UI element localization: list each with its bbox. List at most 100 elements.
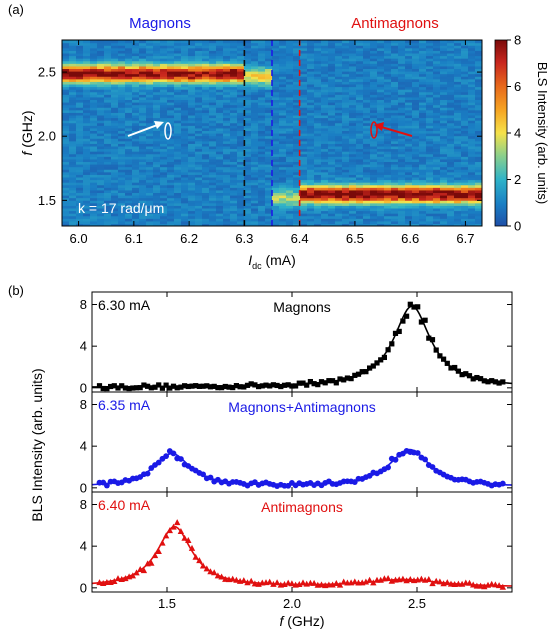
heatmap-cell <box>258 195 266 199</box>
heatmap-cell <box>398 140 406 144</box>
heatmap-cell <box>104 107 112 111</box>
heatmap-cell <box>202 171 210 175</box>
heatmap-cell <box>475 200 482 204</box>
heatmap-cell <box>111 179 119 183</box>
data-point <box>448 365 454 371</box>
heatmap-cell <box>405 135 413 139</box>
heatmap-cell <box>314 73 322 77</box>
heatmap-cell <box>321 192 329 196</box>
heatmap-cell <box>384 169 392 173</box>
heatmap-cell <box>167 166 175 170</box>
heatmap-cell <box>349 60 357 64</box>
heatmap-cell <box>62 135 70 139</box>
heatmap-cell <box>370 223 378 226</box>
heatmap-cell <box>321 143 329 147</box>
heatmap-cell <box>468 197 476 201</box>
heatmap-cell <box>419 205 427 209</box>
heatmap-cell <box>237 192 245 196</box>
heatmap-cell <box>475 145 482 150</box>
heatmap-cell <box>83 202 91 206</box>
heatmap-cell <box>272 187 280 191</box>
heatmap-cell <box>167 179 175 183</box>
heatmap-cell <box>342 218 350 222</box>
heatmap-cell <box>398 125 406 129</box>
heatmap-cell <box>314 65 322 70</box>
heatmap-cell <box>265 76 273 80</box>
heatmap-cell <box>377 99 385 103</box>
heatmap-cell <box>69 50 77 54</box>
heatmap-cell <box>258 158 266 163</box>
heatmap-cell <box>97 148 105 152</box>
heatmap-cell <box>62 138 70 142</box>
heatmap-cell <box>181 65 189 70</box>
heatmap-cell <box>251 197 259 201</box>
heatmap-cell <box>160 161 168 165</box>
heatmap-cell <box>132 125 140 129</box>
heatmap-cell <box>258 143 266 147</box>
data-point <box>214 572 222 579</box>
heatmap-cell <box>118 52 126 57</box>
data-point <box>470 581 477 588</box>
heatmap-cell <box>90 117 98 121</box>
heatmap-cell <box>118 145 126 150</box>
heatmap-cell <box>244 107 252 111</box>
heatmap-cell <box>90 169 98 173</box>
heatmap-cell <box>244 112 252 116</box>
heatmap-cell <box>62 205 70 209</box>
heatmap-cell <box>118 213 126 217</box>
heatmap-cell <box>370 133 378 137</box>
heatmap-cell <box>440 148 448 152</box>
heatmap-cell <box>132 42 140 46</box>
heatmap-cell <box>160 143 168 147</box>
heatmap-cell <box>237 184 245 188</box>
heatmap-cell <box>433 213 441 217</box>
heatmap-cell <box>314 210 322 214</box>
heatmap-cell <box>335 73 343 77</box>
heatmap-cell <box>202 184 210 188</box>
heatmap-cell <box>83 94 91 98</box>
heatmap-cell <box>237 47 245 51</box>
heatmap-cell <box>412 223 420 226</box>
heatmap-cell <box>300 94 308 98</box>
heatmap-cell <box>195 171 203 175</box>
heatmap-cell <box>300 78 308 82</box>
heatmap-cell <box>335 99 343 103</box>
heatmap-cell <box>391 60 399 64</box>
heatmap-cell <box>111 220 119 225</box>
heatmap-cell <box>286 148 294 152</box>
heatmap-cell <box>314 153 322 157</box>
heatmap-cell <box>293 202 301 206</box>
heatmap-cell <box>230 130 238 134</box>
heatmap-cell <box>342 210 350 214</box>
heatmap-cell <box>433 96 441 101</box>
heatmap-cell <box>356 213 364 217</box>
heatmap-cell <box>62 91 70 95</box>
heatmap-cell <box>139 135 147 139</box>
data-point <box>310 579 318 586</box>
heatmap-cell <box>398 213 406 217</box>
heatmap-cell <box>279 151 287 155</box>
heatmap-cell <box>195 89 203 93</box>
heatmap-cell <box>69 81 77 85</box>
heatmap-cell <box>118 166 126 170</box>
heatmap-cell <box>244 166 252 170</box>
heatmap-cell <box>62 112 70 116</box>
heatmap-cell <box>195 73 203 77</box>
heatmap-cell <box>384 47 392 51</box>
heatmap-cell <box>321 133 329 137</box>
heatmap-cell <box>265 60 273 64</box>
heatmap-cell <box>412 127 420 132</box>
heatmap-cell <box>293 156 301 160</box>
heatmap-cell <box>412 73 420 77</box>
heatmap-cell <box>174 65 182 70</box>
heatmap-cell <box>111 192 119 196</box>
heatmap-cell <box>69 40 77 44</box>
heatmap-cell <box>90 89 98 93</box>
heatmap-cell <box>139 47 147 51</box>
heatmap-cell <box>181 153 189 157</box>
heatmap-cell <box>181 125 189 129</box>
heatmap-cell <box>160 102 168 106</box>
heatmap-cell <box>433 215 441 219</box>
heatmap-cell <box>258 107 266 111</box>
heatmap-cell <box>76 109 84 113</box>
